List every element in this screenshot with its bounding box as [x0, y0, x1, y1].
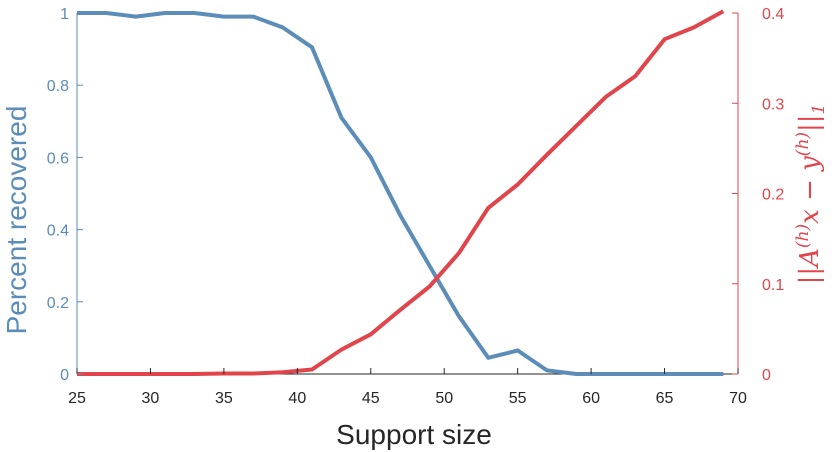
x-axis-title: Support size — [336, 419, 492, 450]
y-axis-title-left: Percent recovered — [1, 106, 32, 335]
series-layer — [77, 9, 725, 376]
x-tick-label: 60 — [582, 390, 600, 407]
y-axis-title-right: ||A(h)x − y(h)||1 — [793, 104, 829, 285]
y-tick-label-left: 0.6 — [47, 150, 69, 167]
y-tick-label-right: 0.2 — [762, 187, 784, 204]
y-tick-label-right: 0.1 — [762, 277, 784, 294]
y-tick-label-left: 0 — [60, 367, 69, 384]
x-tick-label: 35 — [215, 390, 233, 407]
x-tick-label: 55 — [509, 390, 527, 407]
x-tick-label: 50 — [435, 390, 453, 407]
series-line-percent-recovered — [77, 11, 724, 376]
x-tick-label: 25 — [68, 390, 86, 407]
ticks: 25 30 35 40 45 50 55 60 65 70 0 0.2 0.4 0.6 0.8 1 0 0.1 0.… — [47, 6, 785, 407]
y-tick-label-right: 0.4 — [762, 6, 784, 23]
y-tick-label-left: 0.8 — [47, 78, 69, 95]
svg-text:||A(h)x − y(h)||1: ||A(h)x − y(h)||1 — [793, 104, 829, 285]
y-tick-label-right: 0.3 — [762, 96, 784, 113]
x-tick-label: 40 — [288, 390, 306, 407]
y-tick-label-right: 0 — [762, 367, 771, 384]
y-tick-label-left: 0.2 — [47, 295, 69, 312]
x-tick-label: 30 — [142, 390, 160, 407]
x-tick-label: 70 — [729, 390, 747, 407]
y-tick-label-left: 1 — [60, 6, 69, 23]
x-tick-label: 45 — [362, 390, 380, 407]
x-tick-label: 65 — [656, 390, 674, 407]
series-line-residual — [77, 9, 725, 376]
y-tick-label-left: 0.4 — [47, 223, 69, 240]
axes — [76, 13, 739, 375]
